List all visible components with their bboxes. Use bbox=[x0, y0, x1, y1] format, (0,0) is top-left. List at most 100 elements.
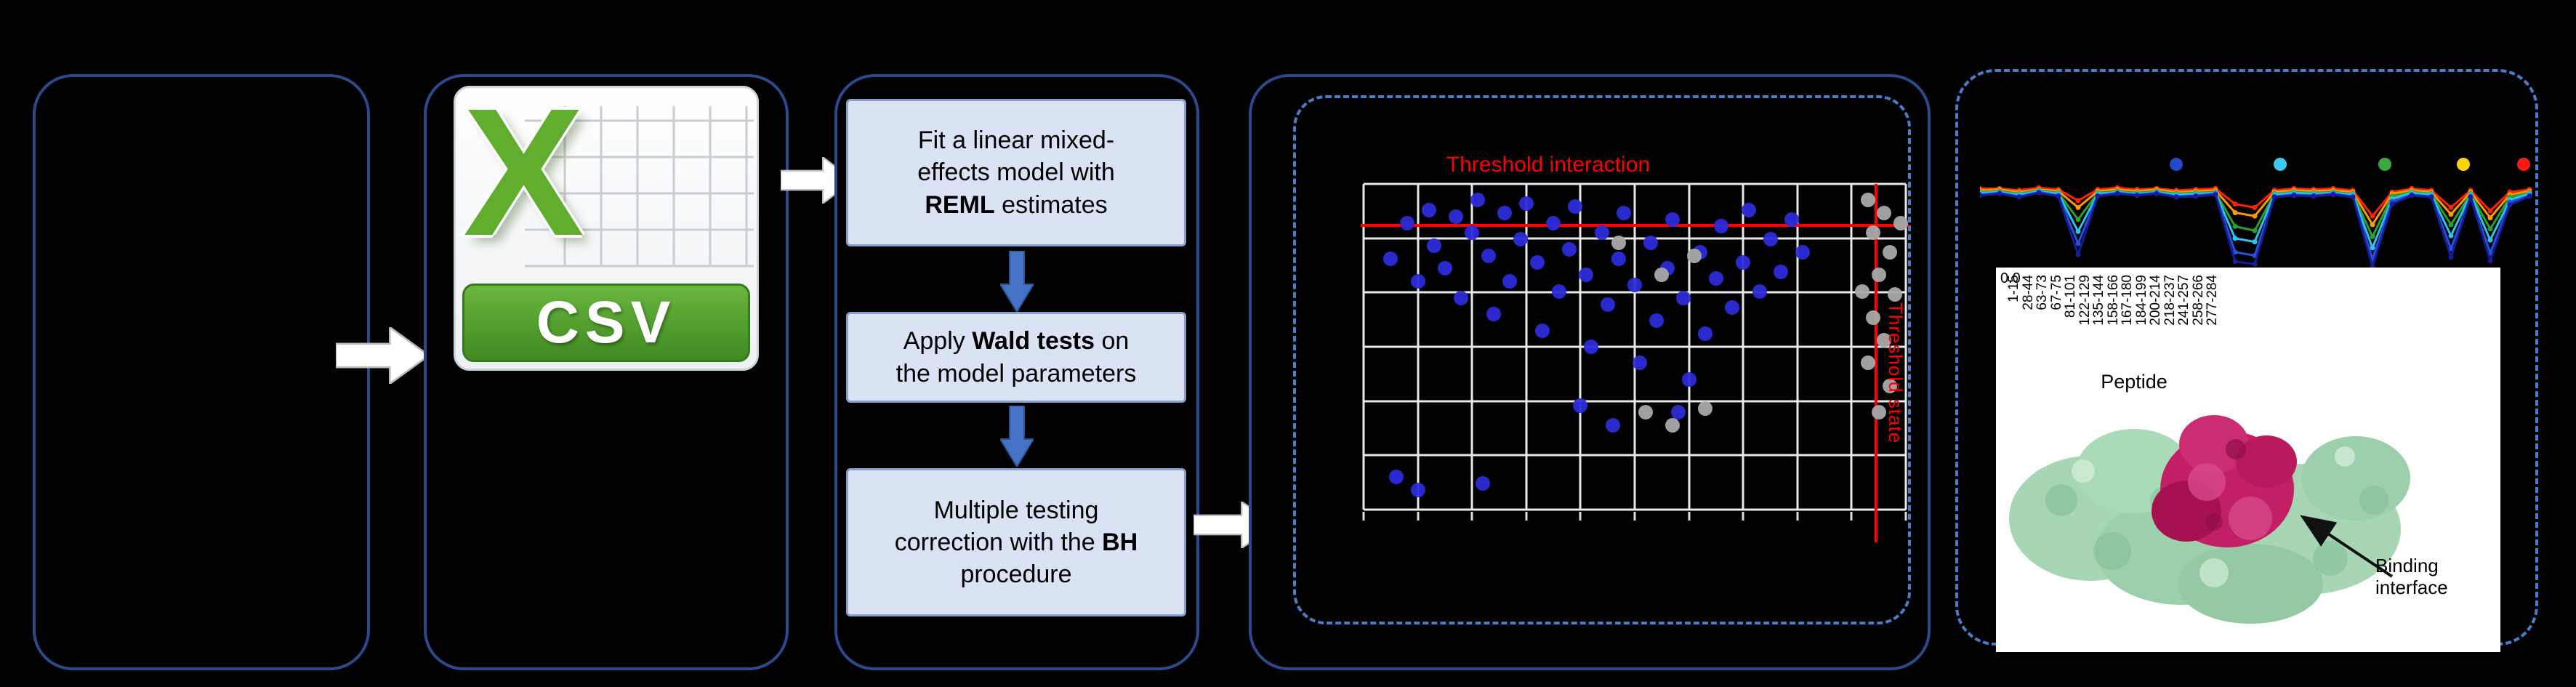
right-arrow-shape bbox=[336, 327, 429, 384]
step-text: Multiple testing correction with the bbox=[894, 496, 1103, 556]
down-arrow-shape bbox=[1000, 406, 1034, 467]
data-point-nonsignificant bbox=[1871, 268, 1886, 283]
uptake-line-chart bbox=[1980, 158, 2532, 271]
data-point-significant bbox=[1774, 264, 1789, 279]
x-axis-tick bbox=[1688, 512, 1691, 521]
x-axis-tick bbox=[1742, 512, 1744, 521]
step-reml: Fit a linear mixed-effects model with RE… bbox=[846, 99, 1186, 246]
data-point-significant bbox=[1502, 274, 1518, 289]
uptake-series-marker bbox=[2134, 193, 2140, 198]
uptake-series-marker bbox=[2370, 222, 2375, 228]
panel-results bbox=[1249, 74, 1931, 670]
grid-line-horizontal bbox=[1364, 291, 1906, 294]
x-axis-tick bbox=[1633, 512, 1636, 521]
data-point-significant bbox=[1383, 252, 1398, 267]
uptake-series-marker bbox=[1980, 193, 1983, 198]
excel-x-logo: X bbox=[463, 86, 584, 273]
data-point-nonsignificant bbox=[1638, 404, 1653, 419]
uptake-series-marker bbox=[2036, 190, 2042, 196]
peptide-tick-label: 167-180 bbox=[2120, 275, 2135, 326]
uptake-series-marker bbox=[2075, 252, 2081, 257]
data-point-significant bbox=[1567, 199, 1582, 214]
data-point-significant bbox=[1649, 313, 1664, 329]
uptake-series-marker bbox=[2154, 191, 2160, 196]
uptake-series-marker bbox=[2075, 198, 2081, 204]
data-point-significant bbox=[1795, 245, 1811, 260]
data-point-significant bbox=[1584, 340, 1599, 354]
data-point-significant bbox=[1784, 212, 1800, 228]
grid-line-horizontal bbox=[1364, 237, 1906, 240]
grid-line-horizontal bbox=[1364, 400, 1906, 403]
data-point-significant bbox=[1388, 470, 1404, 485]
data-point-significant bbox=[1670, 404, 1686, 419]
data-point-nonsignificant bbox=[1866, 225, 1881, 241]
data-point-significant bbox=[1465, 225, 1480, 241]
peptide-axis-title: Peptide bbox=[2101, 371, 2168, 393]
timepoint-legend-dot bbox=[2170, 158, 2183, 171]
peptide-tick-label: 63-73 bbox=[2034, 275, 2050, 310]
data-point-significant bbox=[1617, 206, 1632, 221]
peptide-tick-label: 81-101 bbox=[2063, 275, 2078, 318]
uptake-series-marker bbox=[2507, 202, 2513, 208]
down-arrow-icon bbox=[1000, 251, 1034, 312]
data-point-significant bbox=[1481, 248, 1496, 263]
timepoint-legend-dot bbox=[2457, 158, 2470, 171]
timepoint-legend-dot bbox=[2517, 158, 2530, 171]
data-point-significant bbox=[1399, 215, 1414, 230]
data-point-nonsignificant bbox=[1882, 378, 1897, 393]
csv-file-icon: X CSV bbox=[454, 86, 759, 371]
threshold-interaction-line bbox=[1361, 223, 1909, 227]
uptake-series-marker bbox=[2291, 193, 2297, 198]
data-point-significant bbox=[1725, 300, 1740, 316]
results-dashed-frame bbox=[1293, 95, 1911, 624]
data-point-significant bbox=[1643, 235, 1659, 250]
data-point-nonsignificant bbox=[1877, 206, 1892, 221]
uptake-series-marker bbox=[2252, 213, 2258, 219]
data-point-nonsignificant bbox=[1665, 417, 1681, 433]
csv-banner-label: CSV bbox=[536, 289, 677, 355]
data-point-significant bbox=[1627, 277, 1642, 292]
grid-line-horizontal bbox=[1364, 345, 1906, 348]
peptide-tick-label: 1-15 bbox=[2006, 275, 2021, 303]
data-point-significant bbox=[1578, 268, 1593, 283]
uptake-series-marker bbox=[2370, 213, 2375, 219]
uptake-series-marker bbox=[2487, 215, 2493, 221]
data-point-significant bbox=[1454, 290, 1469, 305]
x-axis-tick bbox=[1525, 512, 1528, 521]
data-point-significant bbox=[1697, 326, 1712, 342]
uptake-series-marker bbox=[2232, 259, 2238, 265]
data-point-significant bbox=[1529, 254, 1545, 270]
grid-line-horizontal bbox=[1364, 182, 1906, 185]
data-point-significant bbox=[1606, 417, 1621, 433]
data-point-significant bbox=[1535, 323, 1550, 338]
uptake-series-marker bbox=[2075, 217, 2081, 222]
uptake-series-marker bbox=[2487, 237, 2493, 243]
uptake-series-marker bbox=[2409, 193, 2415, 198]
data-point-significant bbox=[1410, 274, 1425, 289]
step-text: estimates bbox=[994, 190, 1108, 219]
panel-input bbox=[33, 74, 370, 670]
uptake-series-marker bbox=[2173, 194, 2179, 200]
step-text-bold: BH bbox=[1102, 528, 1138, 556]
peptide-tick-label: 277-284 bbox=[2205, 275, 2220, 326]
data-point-nonsignificant bbox=[1697, 401, 1712, 417]
peptide-axis: 1-15 28-44 63-73 67-75 81-101 122-129 135-144 1… bbox=[2006, 268, 2246, 369]
uptake-series-marker bbox=[2114, 191, 2120, 196]
uptake-series-marker bbox=[2448, 222, 2454, 228]
uptake-series-marker bbox=[2448, 233, 2454, 238]
step-bh-text: Multiple testing correction with the BH … bbox=[885, 494, 1148, 591]
right-arrow-icon bbox=[336, 327, 429, 384]
data-point-significant bbox=[1551, 284, 1566, 299]
data-point-nonsignificant bbox=[1860, 193, 1875, 208]
threshold-state-label: Threshold state bbox=[1885, 302, 1907, 444]
data-point-nonsignificant bbox=[1687, 248, 1702, 263]
uptake-series-marker bbox=[1997, 191, 2003, 196]
uptake-series-marker bbox=[2370, 234, 2375, 239]
uptake-series-marker bbox=[2448, 204, 2454, 210]
data-point-significant bbox=[1676, 290, 1691, 305]
protein-structure-figure bbox=[2009, 415, 2410, 624]
peptide-tick-label: 135-144 bbox=[2091, 275, 2106, 326]
down-arrow-icon bbox=[1000, 406, 1034, 467]
threshold-interaction-label: Threshold interaction bbox=[1446, 153, 1651, 177]
uptake-series-marker bbox=[2448, 212, 2454, 217]
